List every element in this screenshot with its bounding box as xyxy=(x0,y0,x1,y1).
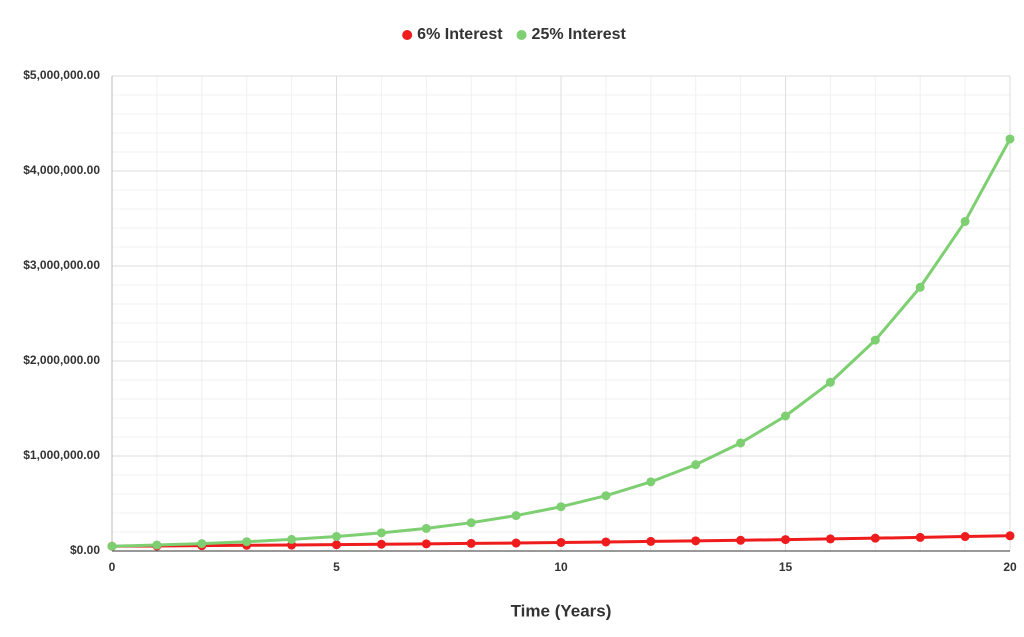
data-point xyxy=(197,539,207,549)
data-point xyxy=(332,540,341,550)
data-point xyxy=(825,534,835,544)
data-point xyxy=(781,411,790,421)
legend-label: 6% Interest xyxy=(417,26,503,43)
data-point xyxy=(511,511,521,521)
data-point xyxy=(646,536,656,546)
data-point xyxy=(870,335,880,345)
data-point xyxy=(556,537,566,547)
data-point xyxy=(736,535,746,545)
data-point xyxy=(1005,134,1015,144)
data-point xyxy=(915,532,925,542)
data-point xyxy=(960,532,970,542)
data-point xyxy=(601,537,611,547)
data-point xyxy=(466,538,476,548)
data-point xyxy=(915,282,925,292)
data-point xyxy=(870,533,880,543)
y-tick-label: $1,000,000.00 xyxy=(23,448,100,462)
y-tick-label: $5,000,000.00 xyxy=(23,68,100,82)
data-point xyxy=(287,534,297,544)
data-point xyxy=(466,518,476,528)
data-point xyxy=(242,537,252,547)
data-point xyxy=(601,491,611,501)
data-point xyxy=(825,377,835,387)
data-point xyxy=(421,523,431,533)
data-point xyxy=(736,438,746,448)
data-point xyxy=(781,535,790,545)
x-tick-label: 20 xyxy=(1003,560,1017,574)
data-point xyxy=(960,216,970,226)
legend-label: 25% Interest xyxy=(532,26,627,43)
data-point xyxy=(691,536,701,546)
x-axis-label: Time (Years) xyxy=(511,601,612,620)
data-point xyxy=(332,531,341,541)
legend-marker xyxy=(516,30,527,40)
y-tick-label: $0.00 xyxy=(70,543,100,557)
data-point xyxy=(646,477,656,487)
data-point xyxy=(691,460,701,470)
data-point xyxy=(511,538,521,548)
data-point xyxy=(376,528,386,538)
data-point xyxy=(376,539,386,549)
data-point xyxy=(107,541,117,551)
x-tick-label: 5 xyxy=(333,560,340,574)
y-tick-label: $2,000,000.00 xyxy=(23,353,100,367)
data-point xyxy=(1005,531,1015,541)
x-tick-label: 10 xyxy=(554,560,568,574)
x-tick-label: 0 xyxy=(109,560,116,574)
data-point xyxy=(152,540,162,550)
y-tick-label: $3,000,000.00 xyxy=(23,258,100,272)
legend-marker xyxy=(402,30,413,40)
data-point xyxy=(556,502,566,512)
legend: 6% Interest 25% Interest xyxy=(402,26,626,43)
x-tick-label: 15 xyxy=(779,560,793,574)
y-tick-label: $4,000,000.00 xyxy=(23,163,100,177)
data-point xyxy=(421,539,431,549)
